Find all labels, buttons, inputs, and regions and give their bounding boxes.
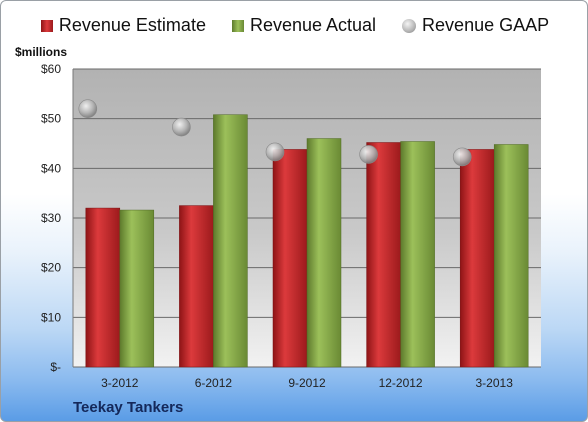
marker-gaap-12-2012 [359,145,378,164]
bar-estimate-9-2012 [272,149,308,368]
legend-swatch-estimate [40,19,53,32]
company-label: Teekay Tankers [73,399,184,416]
x-tick-label: 9-2012 [288,376,326,390]
legend-swatch-gaap [402,18,417,33]
bars [85,114,529,368]
bar-actual-3-2013 [493,144,529,368]
bar-estimate-6-2012 [179,205,214,368]
bar-estimate-12-2012 [366,142,401,368]
legend-label-gaap: Revenue GAAP [422,15,550,35]
bar-estimate-3-2012 [85,207,121,368]
y-tick-label: $40 [41,161,61,175]
y-tick-label: $30 [41,211,61,225]
gaap-markers [78,99,472,167]
y-tick-label: $10 [41,310,61,324]
bar-estimate-3-2013 [459,149,495,368]
x-tick-label: 6-2012 [195,376,233,390]
marker-gaap-9-2012 [265,142,285,162]
legend-label-actual: Revenue Actual [249,15,377,35]
marker-gaap-3-2013 [452,147,472,167]
legend-label-estimate: Revenue Estimate [58,15,206,35]
legend-item-actual[interactable]: Revenue Actual [231,15,377,36]
x-tick-label: 12-2012 [379,376,423,390]
x-axis: 3-2012 6-2012 9-2012 12-2012 3-2013 [101,376,513,390]
marker-gaap-3-2012 [78,99,98,119]
y-axis: $- $10 $20 $30 $40 $50 $60 [41,62,74,374]
legend: Revenue Estimate Revenue Actual Revenue … [1,15,587,36]
y-tick-label: $50 [41,112,61,126]
bar-actual-6-2012 [213,114,248,368]
marker-gaap-6-2012 [172,117,191,137]
y-tick-label: $60 [41,62,61,76]
y-tick-label: $20 [41,261,61,275]
bar-actual-12-2012 [400,141,435,368]
y-tick-label: $- [50,360,61,374]
x-tick-label: 3-2013 [476,376,514,390]
x-tick-label: 3-2012 [101,376,139,390]
legend-swatch-actual [231,19,244,32]
bar-actual-9-2012 [306,138,342,368]
bar-actual-3-2012 [119,209,155,368]
y-axis-unit-label: $millions [15,45,68,59]
legend-item-estimate[interactable]: Revenue Estimate [40,15,206,36]
legend-item-gaap[interactable]: Revenue GAAP [402,15,549,36]
